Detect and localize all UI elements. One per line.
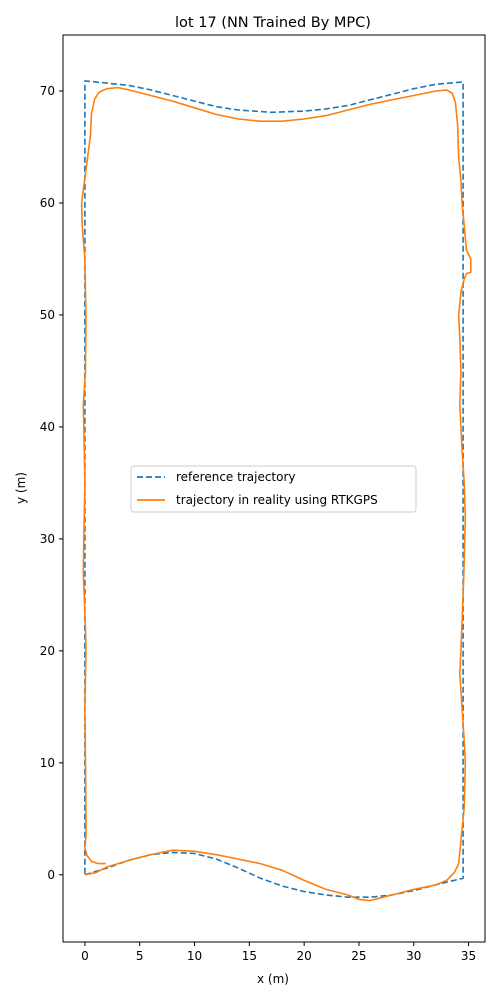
series-line-1: [80, 86, 472, 902]
y-tick-label: 50: [40, 308, 55, 322]
legend-label-reference: reference trajectory: [176, 470, 296, 484]
legend: reference trajectory trajectory in reali…: [130, 465, 417, 513]
y-axis-label: y (m): [14, 472, 28, 504]
plot-area: [80, 80, 472, 902]
y-tick-label: 10: [40, 756, 55, 770]
y-tick-label: 60: [40, 196, 55, 210]
legend-label-reality: trajectory in reality using RTKGPS: [176, 493, 378, 507]
y-axis: 0 10 20 30 40 50 60 70: [40, 84, 63, 882]
y-tick-label: 40: [40, 420, 55, 434]
x-tick-label: 20: [297, 949, 312, 963]
x-tick-label: 25: [351, 949, 366, 963]
plot-frame: [62, 34, 486, 943]
chart-title: lot 17 (NN Trained By MPC): [175, 15, 371, 31]
legend-frame: [130, 465, 417, 513]
x-axis: 0 5 10 15 20 25 30 35: [81, 942, 476, 963]
x-tick-label: 10: [187, 949, 202, 963]
x-tick-label: 0: [81, 949, 89, 963]
y-tick-label: 30: [40, 532, 55, 546]
x-tick-label: 5: [136, 949, 144, 963]
y-tick-label: 0: [47, 868, 55, 882]
x-tick-label: 30: [406, 949, 421, 963]
y-tick-label: 20: [40, 644, 55, 658]
series-line-0: [84, 80, 464, 899]
x-tick-label: 35: [461, 949, 476, 963]
y-tick-label: 70: [40, 84, 55, 98]
x-axis-label: x (m): [257, 972, 289, 986]
x-tick-label: 15: [242, 949, 257, 963]
